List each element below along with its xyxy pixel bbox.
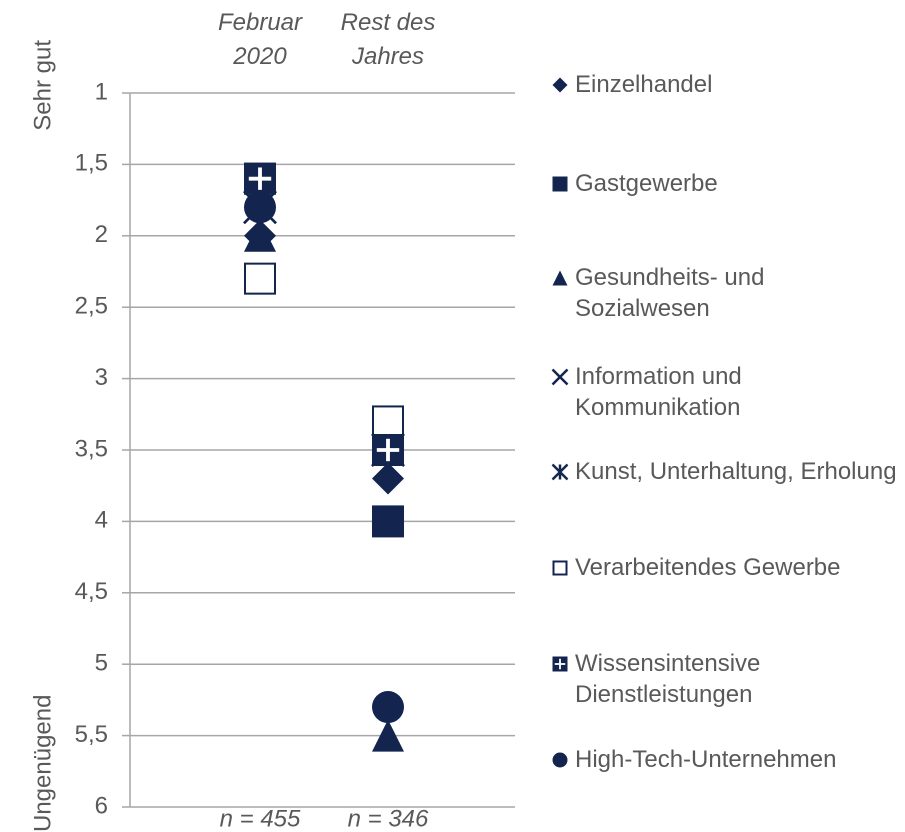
legend-symbol	[552, 656, 568, 672]
marker	[372, 462, 404, 495]
y-tick-label: 3,5	[75, 435, 108, 462]
y-tick-label: 5,5	[75, 721, 108, 748]
legend-label: Verarbeitendes Gewerbe	[575, 554, 841, 581]
marker	[244, 191, 276, 224]
marker	[372, 719, 404, 752]
legend-symbol	[552, 77, 568, 93]
y-tick-label: 4,5	[75, 578, 108, 605]
legend-label: Einzelhandel	[575, 71, 713, 98]
y-tick-label: 6	[95, 792, 108, 819]
legend-label: Information und Kommunikation	[575, 363, 742, 421]
y-tick-label: 3	[95, 364, 108, 391]
marker	[244, 219, 276, 252]
x-category-label: Februar 2020	[218, 9, 303, 70]
legend-label: Wissensintensive Dienstleistungen	[575, 650, 761, 708]
marker	[244, 162, 276, 195]
legend-label: Gastgewerbe	[575, 170, 718, 197]
y-tick-label: 2,5	[75, 293, 108, 320]
legend-symbol	[552, 270, 568, 286]
marker	[244, 262, 276, 295]
y-tick-label: 2	[95, 221, 108, 248]
legend-label: High-Tech-Unternehmen	[575, 746, 837, 773]
y-tick-label: 1,5	[75, 150, 108, 177]
y-tick-label: 1	[95, 78, 108, 105]
legend-label: Kunst, Unterhaltung, Erholung	[575, 458, 897, 485]
n-annotation: n = 455	[220, 805, 301, 832]
legend-label: Gesundheits- und Sozialwesen	[575, 264, 765, 322]
x-category-label: Rest des Jahres	[341, 9, 436, 70]
marker	[372, 691, 404, 724]
legend-symbol	[552, 176, 568, 192]
marker	[372, 505, 404, 538]
legend-symbol	[551, 463, 569, 481]
y-tick-label: 4	[95, 507, 108, 534]
axis-label-bottom: Ungenügend	[29, 695, 56, 832]
legend-symbol	[552, 560, 568, 576]
legend-symbol	[552, 752, 568, 768]
n-annotation: n = 346	[348, 805, 429, 832]
axis-label-top: Sehr gut	[29, 40, 56, 131]
marker	[372, 405, 404, 438]
legend-symbol	[551, 368, 569, 386]
y-tick-label: 5	[95, 650, 108, 677]
marker	[372, 434, 404, 466]
